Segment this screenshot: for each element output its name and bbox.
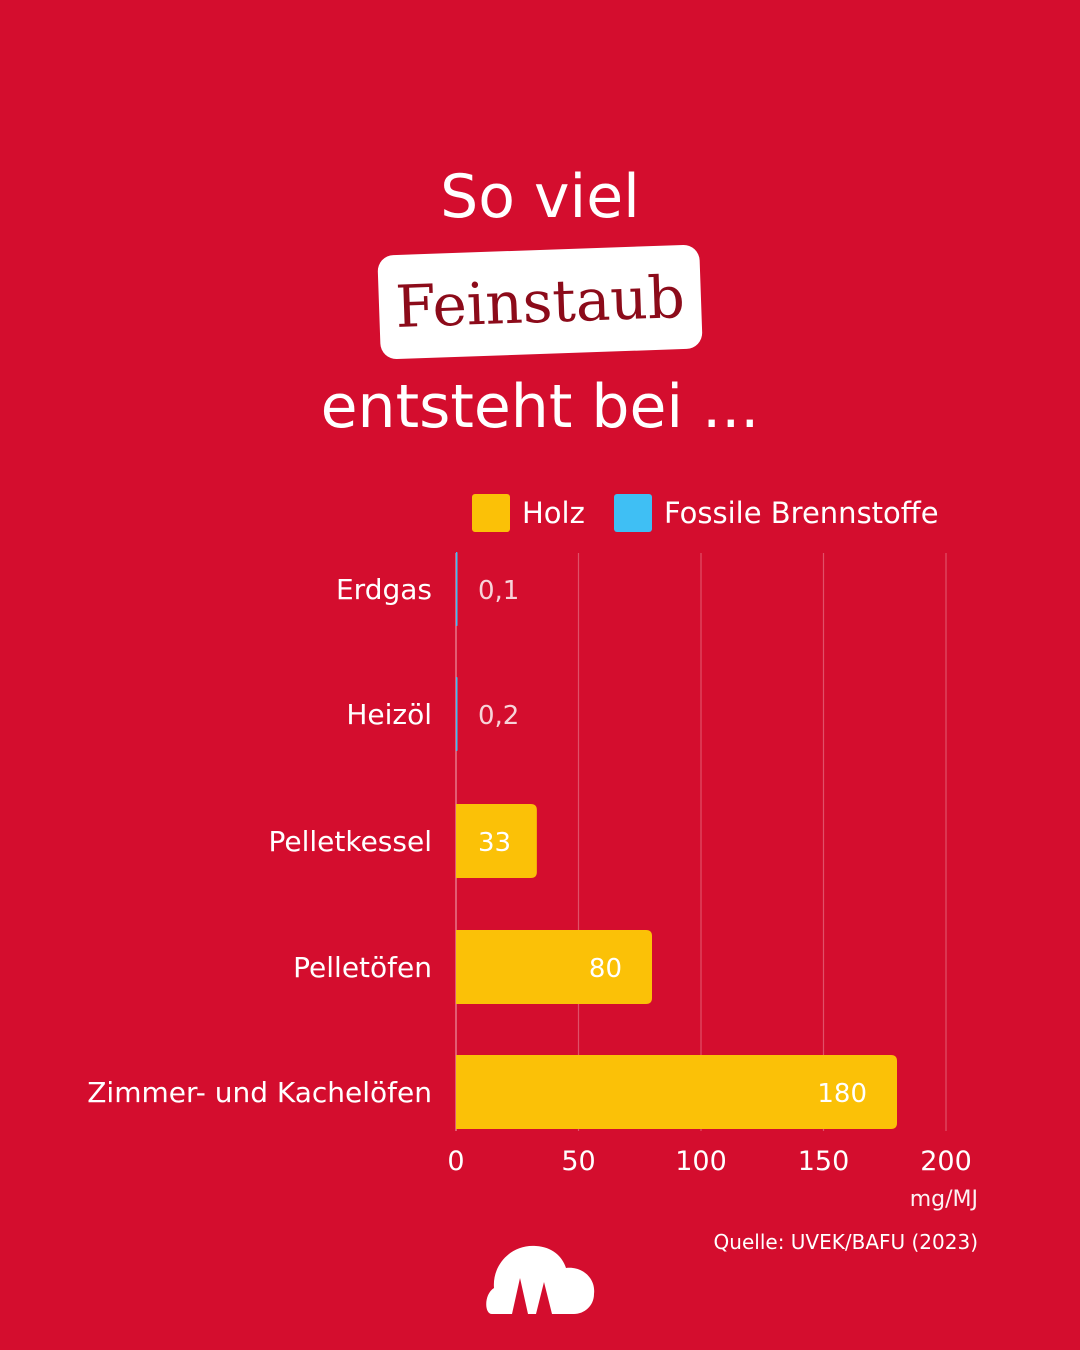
x-tick-label: 200 <box>920 1146 972 1177</box>
category-label: Heizöl <box>346 698 432 731</box>
source-note: Quelle: UVEK/BAFU (2023) <box>713 1230 978 1254</box>
value-label: 180 <box>817 1079 867 1109</box>
category-label: Erdgas <box>336 573 432 606</box>
legend-swatch-holz <box>472 494 510 532</box>
bar <box>456 552 458 626</box>
value-label: 0,2 <box>478 701 519 731</box>
value-label: 33 <box>478 828 511 858</box>
category-label: Pelletöfen <box>293 951 432 984</box>
bar <box>456 677 458 751</box>
legend-item-fossil: Fossile Brennstoffe <box>614 494 939 532</box>
x-tick-label: 150 <box>798 1146 850 1177</box>
bar-chart: 0 50 100 150 200 Erdgas 0,1 Heizöl 0,2 Pelletkess… <box>87 552 972 1177</box>
legend-label-fossil: Fossile Brennstoffe <box>664 496 939 530</box>
value-label: 80 <box>589 954 622 984</box>
legend-item-holz: Holz <box>472 494 585 532</box>
headline-line-1: So viel <box>440 162 640 232</box>
category-label: Pelletkessel <box>268 825 432 858</box>
x-tick-label: 50 <box>561 1146 595 1177</box>
category-label: Zimmer- und Kachelöfen <box>87 1076 432 1109</box>
legend-swatch-fossil <box>614 494 652 532</box>
bar <box>456 804 537 878</box>
x-axis-unit-label: mg/MJ <box>909 1187 978 1212</box>
bar <box>456 1055 897 1129</box>
x-tick-label: 0 <box>447 1146 464 1177</box>
x-tick-label: 100 <box>675 1146 727 1177</box>
headline-line-3: entsteht bei ... <box>320 372 760 442</box>
legend-label-holz: Holz <box>522 496 585 530</box>
value-label: 0,1 <box>478 576 519 606</box>
bar <box>456 930 652 1004</box>
cloud-logo-icon <box>486 1245 595 1314</box>
